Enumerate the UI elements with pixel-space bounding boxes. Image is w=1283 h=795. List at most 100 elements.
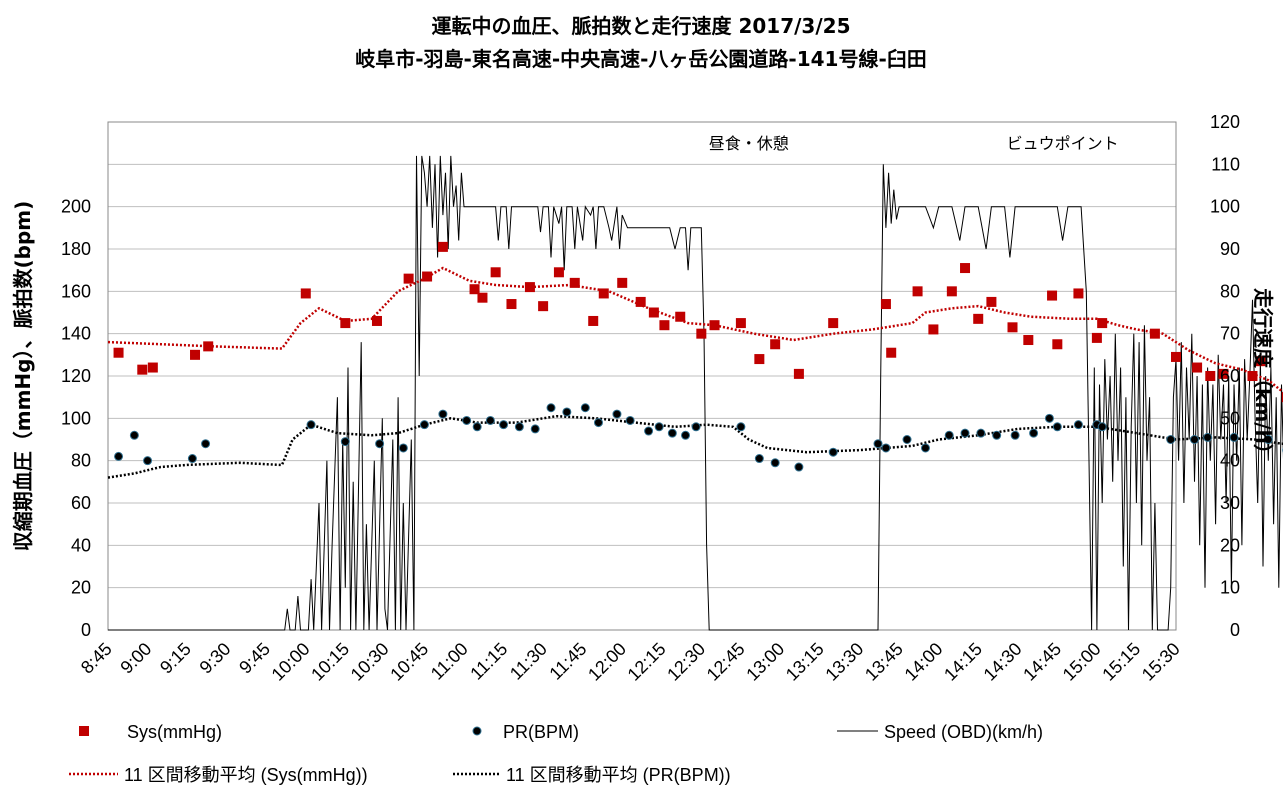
pr-point	[992, 430, 1002, 440]
legend: Sys(mmHg) PR(BPM) Speed (OBD)(km/h) 11 区…	[69, 722, 1043, 785]
pr-point	[340, 437, 350, 447]
y-left-tick-label: 180	[61, 239, 91, 259]
sys-point	[477, 292, 488, 303]
pr-point	[881, 443, 891, 453]
sys-point	[912, 286, 923, 297]
x-tick-label: 9:15	[156, 639, 195, 678]
sys-point	[553, 267, 564, 278]
sys-point	[113, 347, 124, 358]
speed-line	[108, 155, 1283, 631]
y-axis-right-label: 走行速度（km/h）	[1251, 288, 1275, 464]
gridlines	[108, 121, 1176, 631]
sys-point	[524, 282, 535, 293]
sys-point	[569, 277, 580, 288]
pr-point	[873, 439, 883, 449]
sys-point	[617, 277, 628, 288]
pr-point	[201, 439, 211, 449]
x-tick-label: 11:45	[545, 639, 590, 684]
sys-point	[1091, 332, 1102, 343]
y-right-tick-label: 10	[1220, 578, 1240, 598]
pr-point	[1203, 432, 1213, 442]
sys-point	[880, 299, 891, 310]
pr-point	[1189, 435, 1199, 444]
sys-point	[371, 315, 382, 326]
y-left-tick-label: 80	[71, 451, 91, 471]
x-tick-label: 13:15	[782, 639, 828, 685]
sys-point	[754, 354, 765, 365]
pr-point	[770, 458, 780, 468]
sys-point	[588, 315, 599, 326]
pr-point	[920, 443, 930, 453]
sys-point	[1149, 328, 1160, 339]
pr-point	[1052, 422, 1062, 432]
pr-point	[398, 443, 408, 453]
sys-point	[928, 324, 939, 335]
legend-speed-label: Speed (OBD)(km/h)	[884, 722, 1043, 742]
sys-moving-average-line	[107, 266, 1283, 394]
sys-point	[770, 339, 781, 350]
legend-sys-label: Sys(mmHg)	[127, 722, 222, 742]
y-left-tick-label: 140	[61, 324, 91, 344]
sys-series	[113, 241, 1283, 403]
y-left-tick-label: 20	[71, 578, 91, 598]
pr-point	[580, 403, 590, 413]
sys-point	[422, 271, 433, 282]
sys-point	[1007, 322, 1018, 333]
sys-point	[1255, 356, 1266, 367]
pr-point	[462, 415, 472, 425]
sys-point	[1097, 318, 1108, 329]
sys-point	[1052, 339, 1063, 350]
pr-point	[530, 424, 540, 434]
sys-point	[1218, 368, 1229, 379]
pr-series	[114, 403, 1283, 472]
sys-point	[403, 273, 414, 284]
sys-point	[469, 284, 480, 295]
y-right-tick-label: 50	[1220, 408, 1240, 428]
y-left-tick-label: 120	[61, 366, 91, 386]
pr-point	[612, 409, 622, 419]
sys-point	[506, 299, 517, 310]
y-right-tick-label: 70	[1220, 324, 1240, 344]
y-right-tick-label: 60	[1220, 366, 1240, 386]
pr-point	[1166, 435, 1176, 444]
pr-point	[1010, 430, 1020, 440]
pr-point	[828, 447, 838, 457]
y-left-tick-label: 200	[61, 197, 91, 217]
pr-point	[375, 439, 385, 449]
annotations: 昼食・休憩 ビュウポイント	[709, 134, 1119, 153]
pr-point	[306, 420, 316, 430]
sys-point	[886, 347, 897, 358]
pr-point	[1229, 432, 1239, 442]
sys-point	[659, 320, 670, 331]
pr-point	[681, 430, 691, 440]
sys-point	[696, 328, 707, 339]
speed-series	[108, 155, 1283, 631]
y-axis-left-label: 収縮期血圧（mmHg）、脈拍数(bpm)	[11, 201, 35, 552]
sys-point	[828, 318, 839, 329]
sys-point	[538, 301, 549, 312]
sys-point	[203, 341, 214, 352]
sys-point	[960, 263, 971, 274]
sys-point	[793, 368, 804, 379]
y-right-tick-label: 80	[1220, 281, 1240, 301]
sys-point	[1171, 351, 1181, 362]
pr-point	[654, 422, 664, 432]
x-tick-label: 14:45	[1019, 639, 1065, 685]
sys-point	[437, 241, 448, 252]
sys-point	[1247, 371, 1258, 381]
pr-point	[625, 415, 635, 425]
pr-point	[1263, 435, 1273, 444]
y-left-tick-label: 160	[61, 281, 91, 301]
sys-point	[735, 318, 746, 329]
right-axis-ticks: 0 10 20 30 40 50 60 70 80 90 100 110 120	[1210, 112, 1240, 640]
y-right-tick-label: 20	[1220, 535, 1240, 555]
pr-point	[976, 428, 986, 438]
x-tick-label: 11:15	[466, 639, 511, 684]
x-tick-label: 15:00	[1059, 639, 1105, 685]
pr-point	[485, 415, 495, 425]
pr-point	[419, 420, 429, 430]
y-right-tick-label: 30	[1220, 493, 1240, 513]
pr-point	[1029, 428, 1039, 438]
x-tick-label: 12:15	[624, 639, 670, 685]
